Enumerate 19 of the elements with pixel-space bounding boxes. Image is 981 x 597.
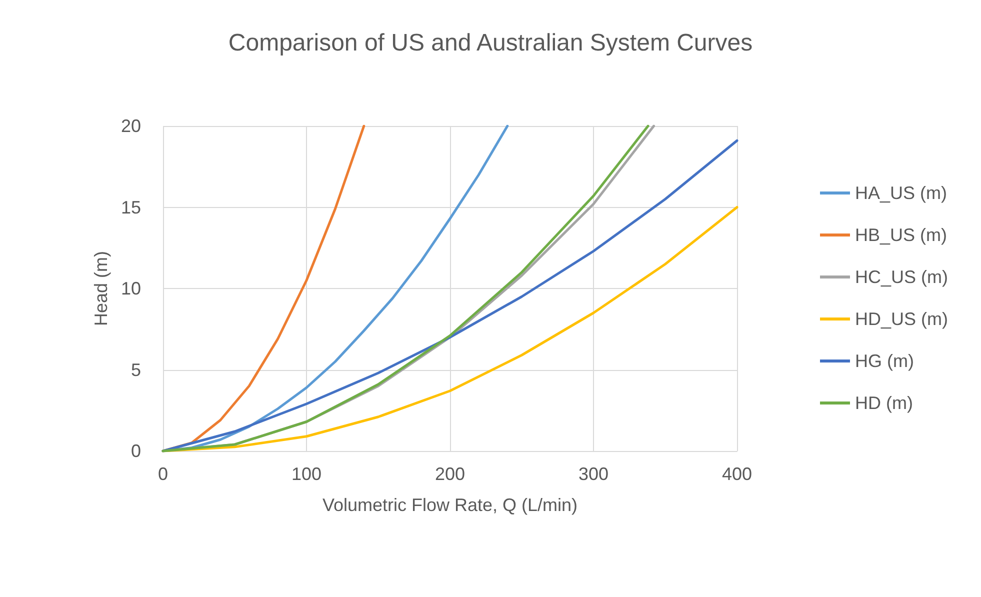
chart-title: Comparison of US and Australian System Curves xyxy=(228,30,753,56)
x-tick-label: 300 xyxy=(578,464,609,484)
y-tick-label: 15 xyxy=(120,197,141,218)
legend-label: HD (m) xyxy=(855,393,913,413)
y-tick-label: 10 xyxy=(120,278,141,298)
x-tick-label: 400 xyxy=(722,464,752,484)
legend-label: HD_US (m) xyxy=(855,309,948,329)
y-tick-label: 5 xyxy=(130,360,141,380)
x-tick-label: 200 xyxy=(434,464,466,484)
legend-label: HC_US (m) xyxy=(855,267,948,287)
x-tick-label: 100 xyxy=(291,464,322,484)
y-tick-label: 20 xyxy=(120,116,141,136)
legend-label: HB_US (m) xyxy=(855,225,948,245)
legend-label: HG (m) xyxy=(855,351,914,371)
legend-label: HA_US (m) xyxy=(855,183,948,203)
x-tick-label: 0 xyxy=(158,464,168,484)
x-axis-title: Volumetric Flow Rate, Q (L/min) xyxy=(322,495,578,515)
y-axis-title: Head (m) xyxy=(91,250,112,326)
y-tick-label: 0 xyxy=(130,441,141,461)
